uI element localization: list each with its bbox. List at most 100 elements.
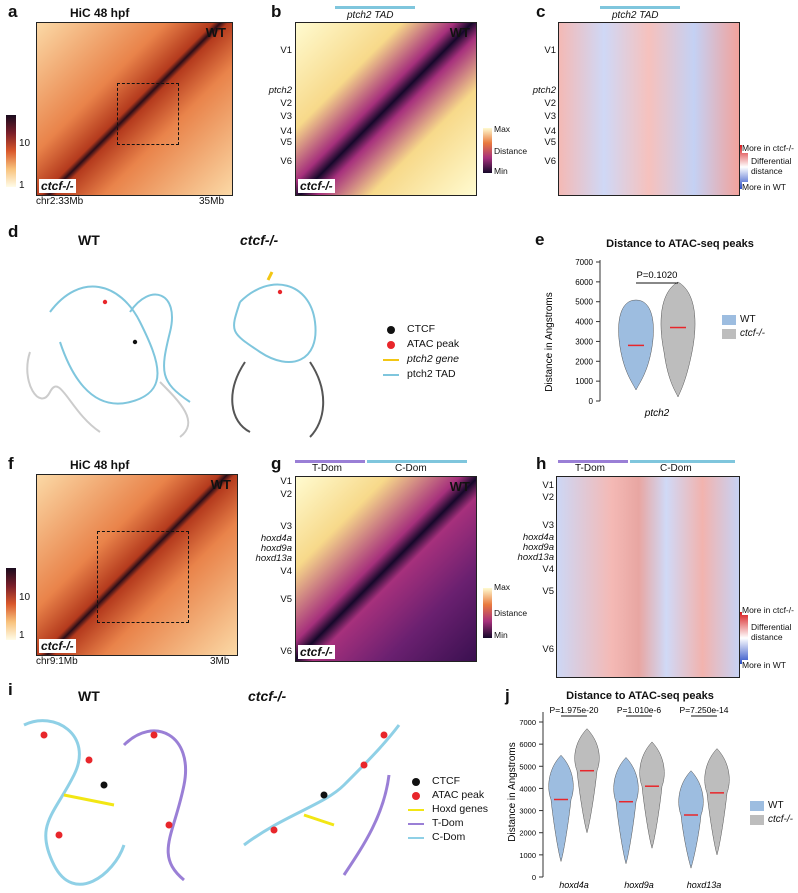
panel-g-letter: g <box>271 454 282 473</box>
y-tick-label: 7000 <box>519 718 536 727</box>
tad-path <box>233 283 317 363</box>
flank-path <box>309 361 325 438</box>
row-label: V4 <box>542 564 554 575</box>
panel-a-letter: a <box>8 2 18 21</box>
zoom-box-f <box>97 531 189 623</box>
row-label: V4 <box>280 126 292 137</box>
row-label: ptch2 <box>532 85 556 96</box>
colorbar-label-g: Distance <box>494 608 528 618</box>
colorbar-c <box>740 145 748 189</box>
differential-heatmap-h <box>556 476 740 678</box>
tdom-label-g: T-Dom <box>312 463 342 474</box>
legend-label: ctcf-/- <box>768 814 793 825</box>
hic-heatmap-f: WT ctcf-/- <box>36 474 238 656</box>
violin-wt <box>613 757 639 865</box>
row-label: V3 <box>280 521 292 532</box>
wt-label-b: WT <box>449 25 470 40</box>
ctcf-dot <box>132 339 138 345</box>
y-tick-label: 4000 <box>519 784 536 793</box>
cdom-path <box>23 719 126 886</box>
tad-path <box>129 293 191 403</box>
flank-path <box>26 351 101 433</box>
tad-label-b: ptch2 TAD <box>347 10 394 21</box>
atac-swatch-icon <box>412 792 420 800</box>
wt-label-d: WT <box>78 232 100 248</box>
x-axis-label: ptch2 <box>644 408 670 419</box>
atac-dot <box>55 831 63 839</box>
y-tick-label: 3000 <box>519 807 536 816</box>
legend-label: C-Dom <box>432 831 466 843</box>
panel-i-letter: i <box>8 680 13 699</box>
row-label: hoxd4a <box>260 533 292 544</box>
colorbar-tick-1-f: 1 <box>19 630 25 641</box>
axis-start-f: chr9:1Mb <box>36 656 78 667</box>
chart-title-e: Distance to ATAC-seq peaks <box>606 238 754 250</box>
pvalue-label: P=7.250e-14 <box>680 705 729 715</box>
colorbar-label-b: Distance <box>494 146 528 156</box>
tad-label-c: ptch2 TAD <box>612 10 659 21</box>
y-tick-label: 0 <box>532 873 536 882</box>
row-label: V2 <box>544 98 556 109</box>
violin-chart-j: Distance in Angstroms 7000 6000 5000 4000 30… <box>507 705 730 890</box>
violin-chart-e: Distance in Angstroms 7000 6000 5000 4000 30… <box>544 258 696 419</box>
tdom-path <box>122 729 187 882</box>
y-tick-label: 1000 <box>519 851 536 860</box>
colorbar-g <box>483 588 492 638</box>
colorbar-a <box>6 115 16 187</box>
gene-segment <box>63 793 115 807</box>
row-labels-b: V1 ptch2 V2 V3 V4 V5 V6 <box>258 22 292 194</box>
ctcf-label-i: ctcf-/- <box>248 688 287 704</box>
row-label: V5 <box>280 594 292 605</box>
colorbar-tick-10-f: 10 <box>19 592 31 603</box>
panel-f-letter: f <box>8 454 14 473</box>
violin-ctcf <box>704 748 730 856</box>
atac-dot <box>150 731 158 739</box>
legend-label: CTCF <box>432 775 460 787</box>
atac-dot <box>85 756 93 764</box>
row-label: V1 <box>280 45 292 56</box>
structure-3d-d <box>26 271 325 438</box>
wt-swatch-icon <box>750 801 764 811</box>
gene-segment <box>303 813 335 827</box>
chart-title-j: Distance to ATAC-seq peaks <box>566 690 714 702</box>
wt-label-g: WT <box>449 479 470 494</box>
tdom-label-h: T-Dom <box>575 463 605 474</box>
y-tick-label: 6000 <box>575 278 593 287</box>
colorbar-min-b: Min <box>494 166 508 176</box>
atac-dot <box>277 289 283 295</box>
row-label: V5 <box>542 586 554 597</box>
y-tick-label: 7000 <box>575 258 593 267</box>
row-label: V5 <box>280 137 292 148</box>
row-label: V3 <box>280 111 292 122</box>
pvalue-label: P=1.010e-6 <box>617 705 661 715</box>
structure-3d-i <box>23 719 401 886</box>
gene-swatch-icon <box>408 809 424 811</box>
hic-heatmap-a: WT ctcf-/- <box>36 22 233 196</box>
tdom-bar-g <box>295 460 365 463</box>
row-label: V3 <box>544 111 556 122</box>
x-category-label: hoxd13a <box>687 880 722 890</box>
row-label: V2 <box>280 98 292 109</box>
tad-bar-c <box>600 6 680 9</box>
flank-path <box>231 361 251 433</box>
tdom-swatch-icon <box>408 823 424 825</box>
y-axis-label: Distance in Angstroms <box>507 742 518 842</box>
row-label: V3 <box>542 520 554 531</box>
row-label: hoxd9a <box>522 542 554 553</box>
atac-dot <box>165 821 173 829</box>
axis-end-a: 35Mb <box>199 196 225 207</box>
row-labels-g: V1 V2 V3 hoxd4a hoxd9a hoxd13a V4 V5 V6 <box>248 476 292 660</box>
row-label: V6 <box>542 644 554 655</box>
row-label: V1 <box>544 45 556 56</box>
more-wt-h: More in WT <box>742 660 798 670</box>
row-label: V4 <box>280 566 292 577</box>
violin-ctcf <box>639 741 665 850</box>
more-ctcf-h: More in ctcf-/- <box>742 605 798 615</box>
y-tick-label: 0 <box>589 397 594 406</box>
row-label: V1 <box>280 476 292 487</box>
diff-label-h: Differential distance <box>751 622 792 642</box>
legend-label: ATAC peak <box>407 338 460 350</box>
colorbar-tick-1-a: 1 <box>19 180 25 191</box>
y-tick-label: 5000 <box>519 762 536 771</box>
cdom-label-g: C-Dom <box>395 463 427 474</box>
